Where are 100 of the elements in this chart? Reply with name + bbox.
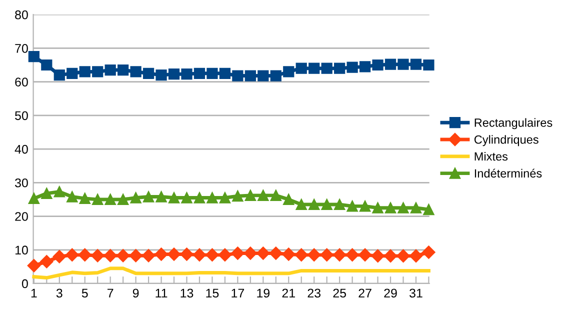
- point: [118, 194, 129, 206]
- y-tick-label: 70: [15, 44, 28, 53]
- point: [156, 191, 167, 202]
- point: [423, 204, 434, 216]
- point: [54, 186, 65, 198]
- y-tick-label: 0: [22, 279, 28, 288]
- y-tick-label: 20: [15, 212, 28, 221]
- point: [28, 51, 40, 62]
- point: [270, 70, 282, 82]
- x-tick-label: 13: [180, 288, 194, 298]
- point: [384, 249, 398, 263]
- point: [52, 250, 66, 264]
- point: [218, 248, 232, 262]
- point: [422, 246, 436, 259]
- point: [192, 248, 206, 262]
- point: [219, 68, 231, 79]
- point: [130, 66, 142, 78]
- point: [142, 249, 156, 262]
- x-tick-label: 11: [156, 288, 168, 298]
- y-tick-label: 80: [15, 10, 28, 20]
- point: [423, 59, 434, 71]
- x-tick-label: 17: [232, 288, 244, 298]
- x-tick-label: 3: [56, 288, 62, 298]
- point: [79, 192, 90, 204]
- point: [181, 192, 192, 204]
- point: [398, 202, 409, 214]
- point: [79, 66, 90, 78]
- point: [334, 62, 346, 74]
- point: [346, 248, 359, 262]
- x-tick-label: 5: [82, 288, 88, 298]
- x-tick-label: 23: [308, 288, 321, 298]
- point: [28, 192, 40, 204]
- point: [346, 200, 358, 212]
- y-tick-label: 50: [15, 111, 28, 120]
- point: [116, 249, 130, 262]
- x-tick-label: 7: [108, 288, 114, 298]
- point: [321, 198, 332, 210]
- point: [398, 58, 409, 70]
- x-tick-label: 19: [257, 288, 270, 298]
- legend-label: Mixtes: [474, 152, 508, 161]
- y-tick-label: 60: [15, 78, 28, 86]
- point: [91, 249, 104, 262]
- point: [269, 246, 282, 260]
- point: [219, 192, 231, 204]
- point: [206, 192, 218, 204]
- point: [256, 246, 270, 260]
- point: [104, 249, 117, 262]
- point: [41, 188, 52, 199]
- point: [231, 246, 244, 260]
- point: [244, 246, 258, 260]
- point: [142, 68, 154, 79]
- point: [384, 58, 396, 70]
- point: [206, 68, 218, 79]
- point: [78, 248, 92, 262]
- x-tick-label: 21: [282, 288, 295, 298]
- point: [371, 249, 384, 263]
- point: [156, 70, 167, 81]
- point: [320, 248, 334, 262]
- point: [232, 190, 244, 202]
- legend-label: Cylindriques: [474, 135, 538, 146]
- point: [270, 190, 282, 201]
- point: [396, 249, 410, 263]
- point: [332, 248, 346, 262]
- point: [54, 70, 65, 81]
- point: [66, 191, 78, 202]
- point: [372, 59, 384, 71]
- legend-label: Rectangulaires: [474, 118, 552, 130]
- point: [410, 202, 422, 214]
- y-tick-label: 40: [14, 144, 28, 154]
- x-tick-label: 31: [410, 288, 422, 298]
- y-tick-label: 10: [15, 246, 28, 255]
- point: [167, 248, 181, 261]
- point: [118, 64, 129, 76]
- point: [104, 194, 116, 206]
- point: [384, 202, 396, 214]
- point: [308, 62, 320, 74]
- point: [283, 194, 294, 206]
- point: [180, 248, 194, 261]
- point: [321, 62, 332, 74]
- x-tick-label: 29: [384, 288, 397, 298]
- x-tick-label: 25: [333, 288, 346, 298]
- point: [258, 190, 269, 201]
- point: [308, 198, 320, 210]
- point: [154, 248, 168, 261]
- point: [282, 248, 296, 261]
- point: [27, 259, 41, 272]
- point: [129, 249, 142, 262]
- x-tick-label: 27: [358, 288, 372, 298]
- x-tick-label: 9: [132, 288, 139, 298]
- line-series: [32, 266, 430, 280]
- point: [104, 64, 116, 76]
- point: [409, 249, 423, 263]
- point: [92, 66, 104, 78]
- point: [410, 58, 422, 70]
- point: [40, 255, 54, 268]
- point: [194, 68, 206, 79]
- point: [92, 194, 104, 206]
- point: [244, 70, 256, 82]
- y-tick-label: 30: [15, 178, 28, 188]
- point: [168, 192, 180, 204]
